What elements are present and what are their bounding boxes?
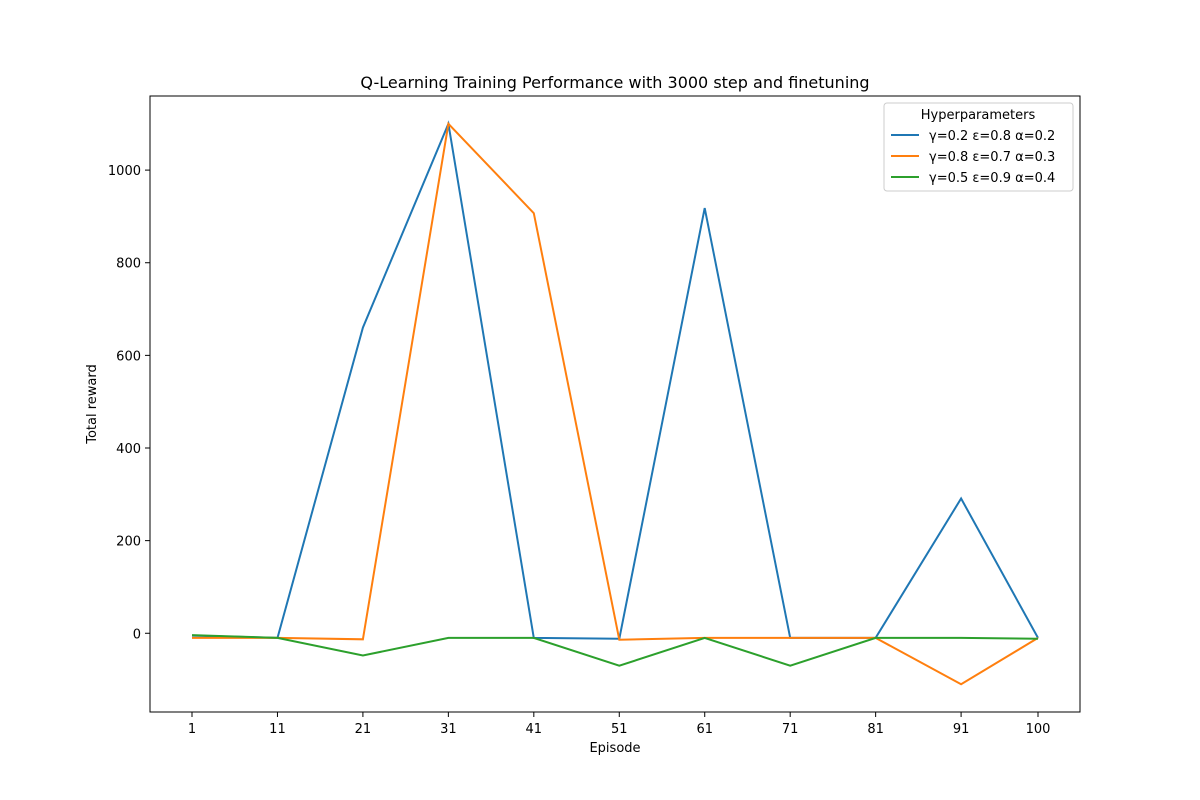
y-axis-label: Total reward bbox=[85, 364, 100, 445]
chart-title: Q-Learning Training Performance with 300… bbox=[360, 73, 869, 92]
x-tick-label: 100 bbox=[1026, 722, 1051, 737]
series-line-2 bbox=[192, 121, 1039, 686]
legend-label-1: γ=0.2 ε=0.8 α=0.2 bbox=[929, 129, 1055, 144]
y-tick-label: 800 bbox=[116, 257, 141, 272]
legend-label-2: γ=0.8 ε=0.7 α=0.3 bbox=[929, 150, 1055, 165]
legend-box bbox=[883, 102, 1074, 192]
x-tick-label: 11 bbox=[269, 722, 286, 737]
x-tick-label: 41 bbox=[526, 722, 543, 737]
x-tick-label: 31 bbox=[440, 722, 457, 737]
x-tick-label: 91 bbox=[953, 722, 970, 737]
series-lines bbox=[191, 120, 1039, 686]
legend-title: Hyperparameters bbox=[921, 108, 1036, 123]
series-line-3 bbox=[191, 634, 1039, 667]
y-tick-label: 400 bbox=[116, 442, 141, 457]
legend-label-3: γ=0.5 ε=0.9 α=0.4 bbox=[929, 171, 1055, 186]
x-axis-label: Episode bbox=[589, 741, 640, 756]
x-tick-label: 1 bbox=[188, 722, 196, 737]
y-tick-label: 0 bbox=[133, 627, 141, 642]
series-line-1 bbox=[191, 120, 1039, 640]
x-axis-ticks: 1 11 21 31 41 51 61 71 81 91 100 bbox=[188, 712, 1051, 737]
x-tick-label: 81 bbox=[867, 722, 884, 737]
x-tick-label: 71 bbox=[782, 722, 799, 737]
y-tick-label: 1000 bbox=[108, 164, 141, 179]
legend: Hyperparameters γ=0.2 ε=0.8 α=0.2 γ=0.8 ε… bbox=[883, 102, 1074, 192]
y-axis-ticks: 0 200 400 600 800 1000 bbox=[108, 164, 150, 642]
plot-area-frame bbox=[149, 95, 1081, 713]
x-tick-label: 21 bbox=[355, 722, 372, 737]
x-tick-label: 61 bbox=[696, 722, 713, 737]
legend-items: γ=0.2 ε=0.8 α=0.2 γ=0.8 ε=0.7 α=0.3 γ=0.5 … bbox=[891, 129, 1055, 186]
y-tick-label: 600 bbox=[116, 349, 141, 364]
y-tick-label: 200 bbox=[116, 535, 141, 550]
x-tick-label: 51 bbox=[611, 722, 628, 737]
